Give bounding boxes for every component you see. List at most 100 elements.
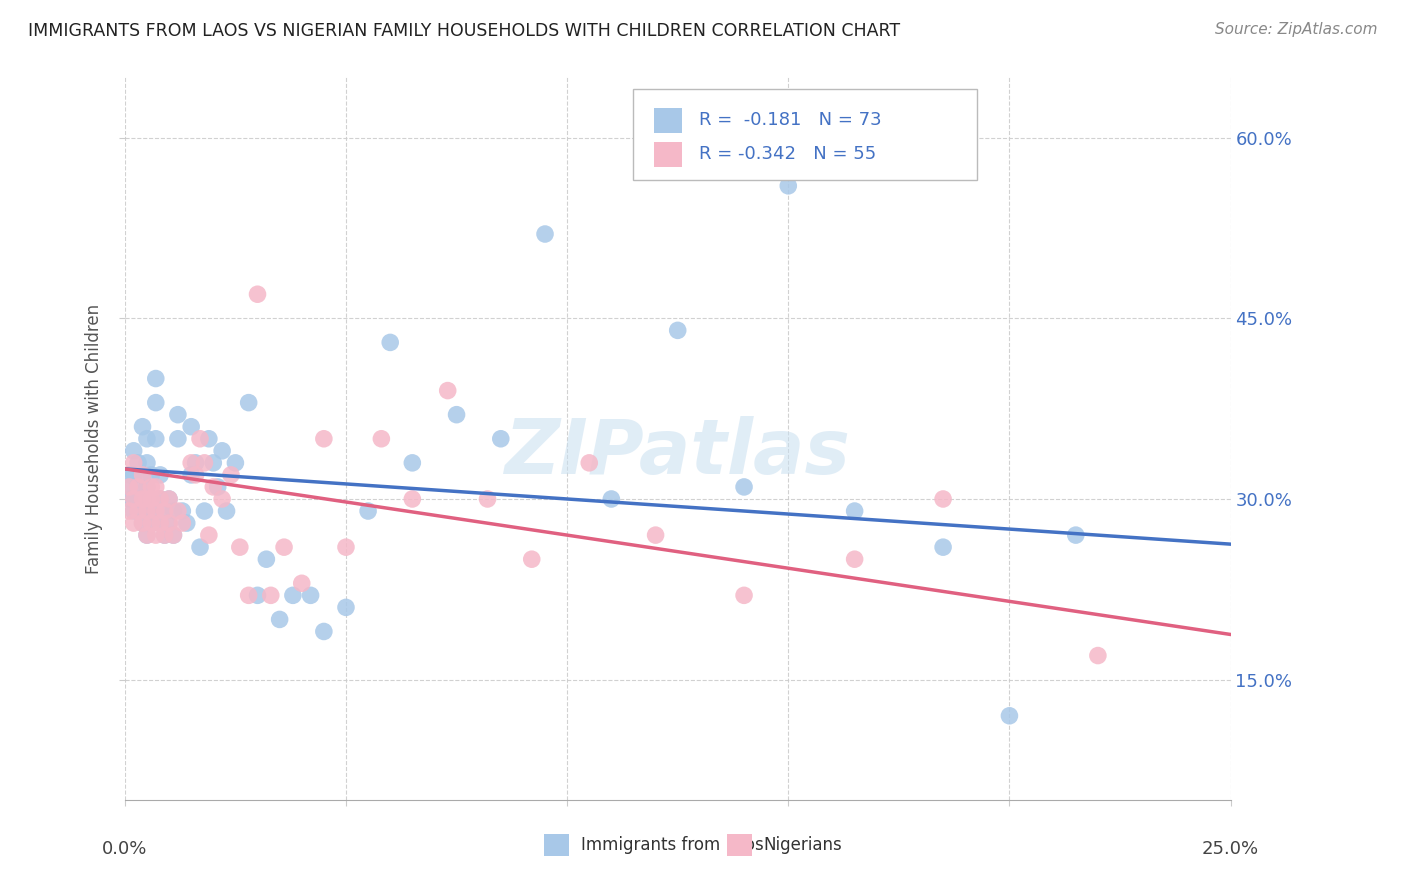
Point	[131, 491, 153, 506]
Point	[136, 456, 159, 470]
Point	[578, 456, 600, 470]
Point	[141, 516, 163, 530]
Point	[141, 516, 163, 530]
Point	[145, 395, 167, 409]
Point	[153, 528, 176, 542]
Point	[176, 516, 198, 530]
Point	[198, 528, 221, 542]
Point	[157, 516, 180, 530]
Point	[1087, 648, 1109, 663]
Point	[211, 443, 233, 458]
Point	[136, 491, 159, 506]
Point	[122, 443, 145, 458]
Point	[193, 504, 215, 518]
Point	[733, 588, 755, 602]
Point	[162, 528, 184, 542]
Point	[312, 432, 335, 446]
Point	[281, 588, 304, 602]
Point	[357, 504, 380, 518]
Point	[238, 395, 260, 409]
Point	[118, 467, 141, 482]
Point	[141, 467, 163, 482]
Point	[136, 528, 159, 542]
Text: ZIPatlas: ZIPatlas	[505, 417, 851, 491]
Point	[149, 467, 172, 482]
Point	[254, 552, 277, 566]
Point	[118, 491, 141, 506]
Point	[118, 480, 141, 494]
Text: Immigrants from Laos: Immigrants from Laos	[581, 836, 763, 854]
Point	[167, 504, 190, 518]
Point	[131, 467, 153, 482]
Point	[184, 456, 207, 470]
Point	[153, 528, 176, 542]
Point	[127, 504, 149, 518]
Point	[172, 504, 194, 518]
Point	[157, 491, 180, 506]
Point	[145, 371, 167, 385]
Point	[162, 528, 184, 542]
Point	[131, 467, 153, 482]
Point	[141, 480, 163, 494]
Point	[180, 456, 202, 470]
Point	[145, 528, 167, 542]
Point	[844, 552, 866, 566]
Point	[131, 491, 153, 506]
Point	[666, 323, 689, 337]
Point	[145, 432, 167, 446]
Y-axis label: Family Households with Children: Family Households with Children	[86, 303, 103, 574]
Point	[932, 491, 955, 506]
Point	[202, 480, 225, 494]
Point	[127, 456, 149, 470]
Point	[401, 456, 423, 470]
Point	[401, 491, 423, 506]
Point	[198, 432, 221, 446]
Point	[122, 456, 145, 470]
Text: Source: ZipAtlas.com: Source: ZipAtlas.com	[1215, 22, 1378, 37]
Point	[131, 516, 153, 530]
Point	[157, 491, 180, 506]
Point	[335, 600, 357, 615]
Point	[246, 588, 269, 602]
Point	[188, 432, 211, 446]
Point	[219, 467, 242, 482]
Point	[215, 504, 238, 518]
Point	[172, 516, 194, 530]
Point	[184, 467, 207, 482]
Point	[211, 491, 233, 506]
Point	[122, 491, 145, 506]
Point	[299, 588, 322, 602]
Point	[127, 504, 149, 518]
Point	[136, 432, 159, 446]
Point	[136, 504, 159, 518]
Point	[122, 491, 145, 506]
Point	[733, 480, 755, 494]
Point	[149, 516, 172, 530]
Point	[269, 612, 291, 626]
Point	[1064, 528, 1087, 542]
Point	[141, 491, 163, 506]
Point	[118, 480, 141, 494]
Text: R =  -0.181   N = 73: R = -0.181 N = 73	[699, 112, 882, 129]
Point	[153, 504, 176, 518]
Point	[193, 456, 215, 470]
Point	[998, 708, 1021, 723]
Point	[477, 491, 499, 506]
Point	[224, 456, 246, 470]
Point	[778, 178, 800, 193]
Point	[180, 467, 202, 482]
Point	[380, 335, 402, 350]
Point	[167, 408, 190, 422]
Point	[534, 227, 557, 241]
Point	[446, 408, 468, 422]
Point	[141, 504, 163, 518]
Point	[844, 504, 866, 518]
Point	[932, 540, 955, 554]
Point	[136, 528, 159, 542]
Text: 0.0%: 0.0%	[103, 840, 148, 858]
Point	[188, 540, 211, 554]
Point	[131, 419, 153, 434]
Point	[180, 419, 202, 434]
Point	[202, 456, 225, 470]
Point	[122, 467, 145, 482]
